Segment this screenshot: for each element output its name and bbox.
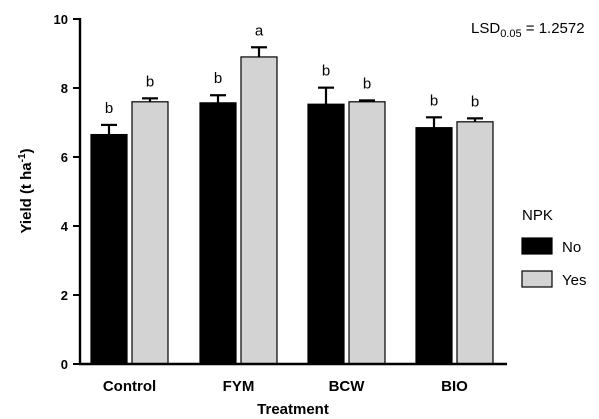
bar-no-bio [415, 127, 453, 365]
significance-letter: b [471, 93, 479, 110]
y-axis-title-close: ) [18, 148, 35, 153]
bar-no-bcw [307, 103, 345, 365]
bar-yes-control [131, 101, 169, 365]
significance-letter: a [255, 22, 264, 39]
y-tick-label: 2 [61, 288, 68, 303]
axes [78, 18, 507, 366]
legend-swatch-yes [521, 270, 553, 288]
y-tick-label: 6 [61, 150, 68, 165]
significance-letter: b [322, 63, 330, 80]
legend-label: No [562, 239, 581, 256]
y-axis-title: Yield (t ha-1) [17, 148, 35, 233]
x-axis-title: Treatment [257, 401, 329, 418]
legend: NPK No Yes [521, 207, 586, 289]
bar-yes-bio [456, 121, 494, 365]
legend-title: NPK [522, 207, 553, 224]
bar-yes-bcw [348, 101, 386, 365]
significance-letter: b [146, 73, 154, 90]
lsd-main: LSD [471, 20, 500, 37]
y-tick-label: 4 [61, 219, 69, 234]
bar-no-fym [199, 102, 237, 365]
bar-no-control [90, 133, 128, 365]
x-tick-label: BCW [329, 378, 366, 395]
legend-label: Yes [562, 272, 586, 289]
y-axis-title-main: Yield (t ha [18, 162, 35, 234]
significance-letter: b [363, 75, 371, 92]
x-tick-label: Control [103, 378, 156, 395]
y-tick-label: 0 [61, 357, 68, 372]
significance-letter: b [214, 70, 222, 87]
x-axis-categories: Control FYM BCW BIO [103, 378, 468, 395]
significance-letter: b [430, 92, 438, 109]
legend-swatch-no [521, 237, 553, 255]
y-tick-label: 8 [61, 81, 68, 96]
x-tick-label: BIO [441, 378, 468, 395]
lsd-sub: 0.05 [500, 28, 521, 40]
x-tick-label: FYM [223, 378, 255, 395]
bar-yes-fym [240, 56, 278, 365]
lsd-value: = 1.2572 [522, 20, 585, 37]
significance-letter: b [105, 100, 113, 117]
y-tick-label: 10 [54, 12, 68, 27]
y-axis-ticks: 0 2 4 6 8 10 [54, 12, 80, 372]
lsd-annotation: LSD0.05 = 1.2572 [471, 20, 585, 40]
bars: b b b b b a b b [90, 22, 494, 365]
y-axis-title-sup: -1 [17, 153, 28, 162]
